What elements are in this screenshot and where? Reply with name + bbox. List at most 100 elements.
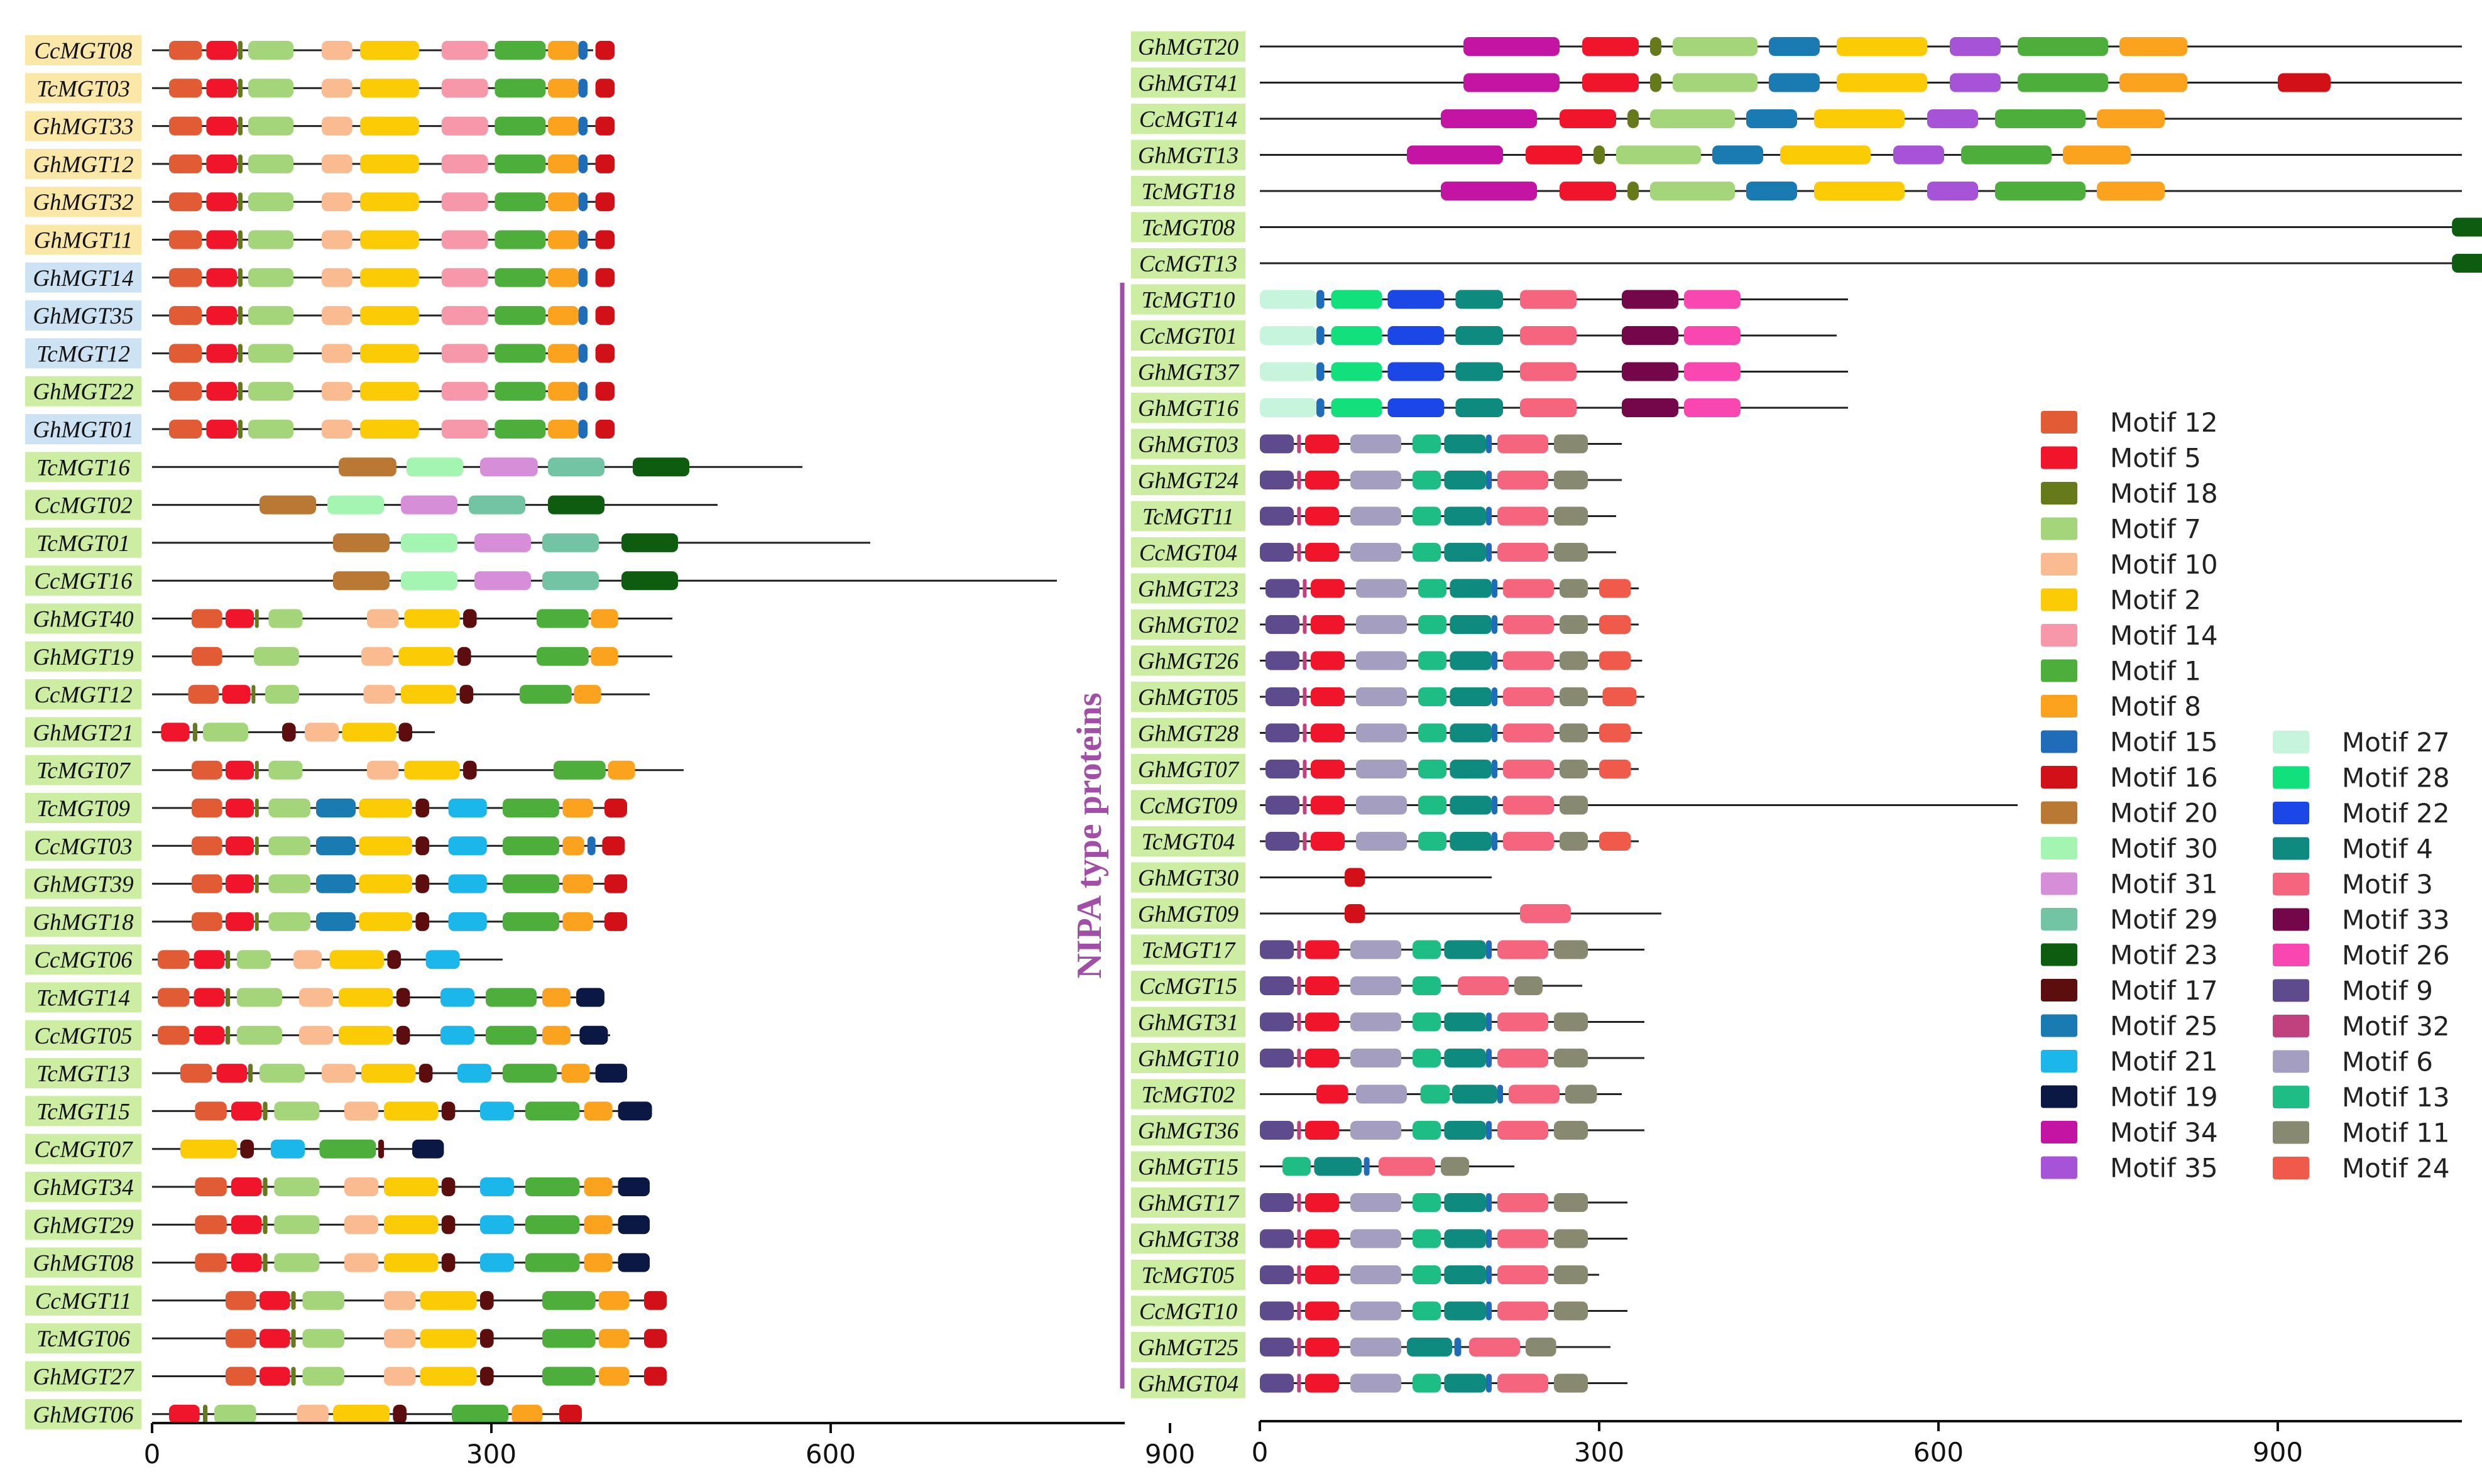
motif-box-m10	[384, 1329, 416, 1348]
motif-box-m23	[633, 457, 689, 477]
motif-box-m3	[1497, 506, 1548, 526]
motif-box-m9	[1260, 1229, 1294, 1248]
motif-box-m16	[602, 836, 625, 856]
motif-box-m3	[1503, 579, 1554, 598]
legend-swatch	[2041, 766, 2077, 788]
motif-box-m15	[1316, 326, 1325, 345]
motif-box-m11	[1560, 579, 1588, 598]
motif-box-m32	[1297, 1373, 1301, 1393]
motif-box-m32	[1297, 1012, 1301, 1032]
motif-box-m26	[1684, 398, 1741, 417]
motif-box-m15	[1486, 1121, 1492, 1140]
gene-row: GhMGT17	[1131, 1187, 1627, 1218]
legend-swatch	[2273, 1050, 2309, 1073]
motif-box-m12	[226, 1290, 256, 1310]
motif-box-m15	[1492, 760, 1497, 778]
motif-box-m20	[333, 571, 390, 591]
motif-box-m25	[316, 912, 356, 931]
motif-box-m10	[344, 1101, 378, 1121]
motif-box-m9	[1266, 832, 1299, 851]
motif-box-m16	[595, 381, 615, 401]
motif-box-m7	[1650, 109, 1735, 128]
motif-box-m1	[486, 988, 537, 1007]
motif-box-m14	[441, 268, 488, 287]
motif-box-m32	[1297, 434, 1301, 454]
motif-box-m33	[1622, 326, 1678, 345]
motif-box-m35	[1893, 145, 1944, 165]
legend-swatch	[2273, 979, 2309, 1002]
gene-name: TcMGT14	[36, 986, 130, 1012]
motif-box-m12	[192, 647, 222, 666]
gene-name: GhMGT35	[33, 303, 133, 329]
motif-box-m17	[396, 1025, 410, 1045]
motif-box-m5	[1311, 615, 1345, 634]
legend-label: Motif 11	[2342, 1118, 2450, 1148]
gene-name-bg	[1131, 465, 1245, 495]
motif-box-m2	[359, 912, 412, 931]
motif-box-m10	[322, 192, 353, 212]
motif-box-m5	[206, 41, 237, 60]
legend-label: Motif 5	[2110, 443, 2201, 474]
motif-box-m7	[248, 230, 293, 249]
legend-swatch	[2041, 411, 2077, 434]
motif-box-m7	[302, 1329, 344, 1348]
legend-label: Motif 34	[2110, 1117, 2218, 1148]
motif-box-m15	[1486, 506, 1492, 526]
legend-swatch	[2273, 873, 2309, 895]
motif-box-m6	[1350, 1049, 1401, 1067]
gene-row: TcMGT18	[1131, 176, 2462, 206]
gene-row: GhMGT04	[1131, 1368, 1627, 1399]
motif-box-m23	[2452, 217, 2482, 237]
legend-swatch	[2041, 659, 2077, 682]
gene-name: GhMGT16	[1138, 396, 1239, 422]
motif-box-m5	[1305, 471, 1339, 489]
gene-name: GhMGT04	[1138, 1372, 1238, 1397]
motif-box-m5	[1526, 145, 1582, 165]
motif-box-m28	[1331, 398, 1382, 417]
gene-name: GhMGT02	[1138, 613, 1238, 638]
gene-name-bg	[25, 414, 141, 444]
gene-row: GhMGT32	[25, 187, 615, 217]
motif-box-m20	[333, 533, 390, 552]
motif-box-m27	[1260, 362, 1316, 381]
motif-box-m4	[1455, 290, 1503, 309]
motif-box-m9	[1260, 1049, 1294, 1067]
gene-name: GhMGT29	[33, 1213, 133, 1238]
motif-box-m6	[1350, 1121, 1401, 1140]
motif-box-m15	[1486, 1301, 1492, 1321]
motif-box-m18	[238, 381, 243, 401]
motif-box-m15	[1492, 832, 1497, 851]
legend-label: Motif 33	[2342, 905, 2450, 936]
motif-box-m7	[302, 1367, 344, 1386]
motif-box-m9	[1260, 1193, 1294, 1212]
gene-row: GhMGT40	[25, 603, 672, 634]
legend-label: Motif 24	[2342, 1153, 2450, 1184]
motif-box-m1	[525, 1253, 580, 1272]
motif-box-m3	[1503, 723, 1554, 743]
motif-box-m7	[248, 268, 293, 287]
motif-box-m4	[1455, 398, 1503, 417]
motif-box-m7	[1650, 182, 1735, 200]
motif-box-m16	[644, 1367, 667, 1386]
motif-box-m16	[559, 1404, 582, 1424]
gene-row: CcMGT05	[25, 1020, 610, 1050]
motif-box-m17	[418, 1064, 433, 1083]
motif-box-m12	[169, 154, 202, 173]
motif-box-m18	[291, 1329, 296, 1348]
motif-box-m13	[1413, 471, 1441, 489]
gene-row: GhMGT08	[25, 1247, 650, 1278]
axis-tick-label: 600	[1913, 1437, 1964, 1468]
gene-name-bg	[25, 641, 141, 672]
gene-name-bg	[25, 679, 141, 710]
legend-item: Motif 12	[2041, 407, 2218, 438]
motif-box-m6	[1350, 1373, 1401, 1393]
motif-box-m2	[329, 950, 384, 969]
gene-name-bg	[25, 224, 141, 255]
motif-box-m17	[415, 912, 429, 931]
motif-box-m30	[401, 533, 457, 552]
motif-box-m1	[1995, 109, 2086, 128]
motif-box-m16	[595, 41, 615, 60]
legend-swatch	[2273, 802, 2309, 824]
motif-box-m19	[595, 1064, 627, 1083]
motif-box-m15	[578, 154, 588, 173]
